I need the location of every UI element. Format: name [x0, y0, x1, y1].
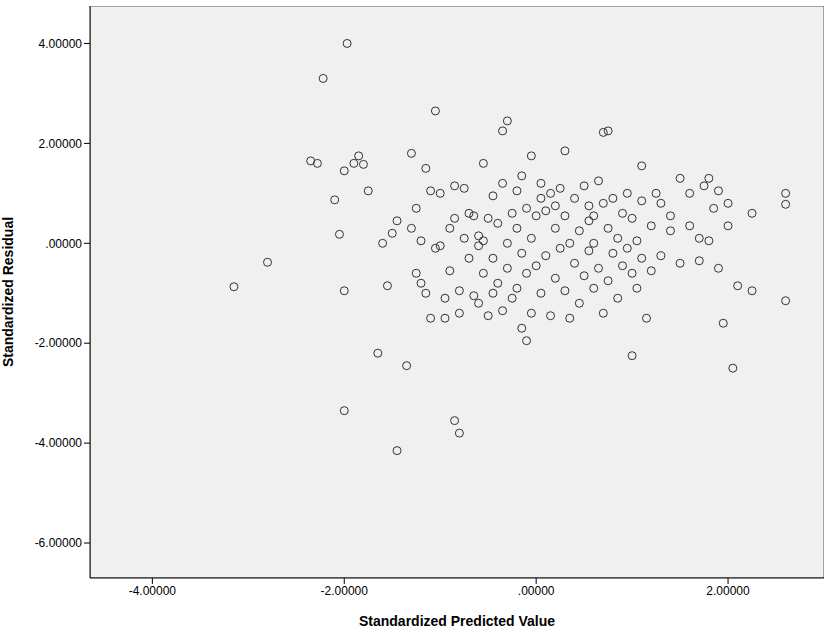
svg-text:.00000: .00000 [518, 584, 555, 598]
svg-text:-2.00000: -2.00000 [321, 584, 369, 598]
svg-text:Standardized Predicted Value: Standardized Predicted Value [359, 613, 555, 629]
svg-text:-4.00000: -4.00000 [129, 584, 177, 598]
svg-text:-6.00000: -6.00000 [35, 536, 83, 550]
svg-text:2.00000: 2.00000 [39, 137, 83, 151]
svg-text:.00000: .00000 [45, 237, 82, 251]
svg-text:-2.00000: -2.00000 [35, 336, 83, 350]
svg-text:-4.00000: -4.00000 [35, 436, 83, 450]
svg-text:2.00000: 2.00000 [706, 584, 750, 598]
svg-text:4.00000: 4.00000 [39, 37, 83, 51]
svg-text:Standardized Residual: Standardized Residual [0, 217, 16, 367]
